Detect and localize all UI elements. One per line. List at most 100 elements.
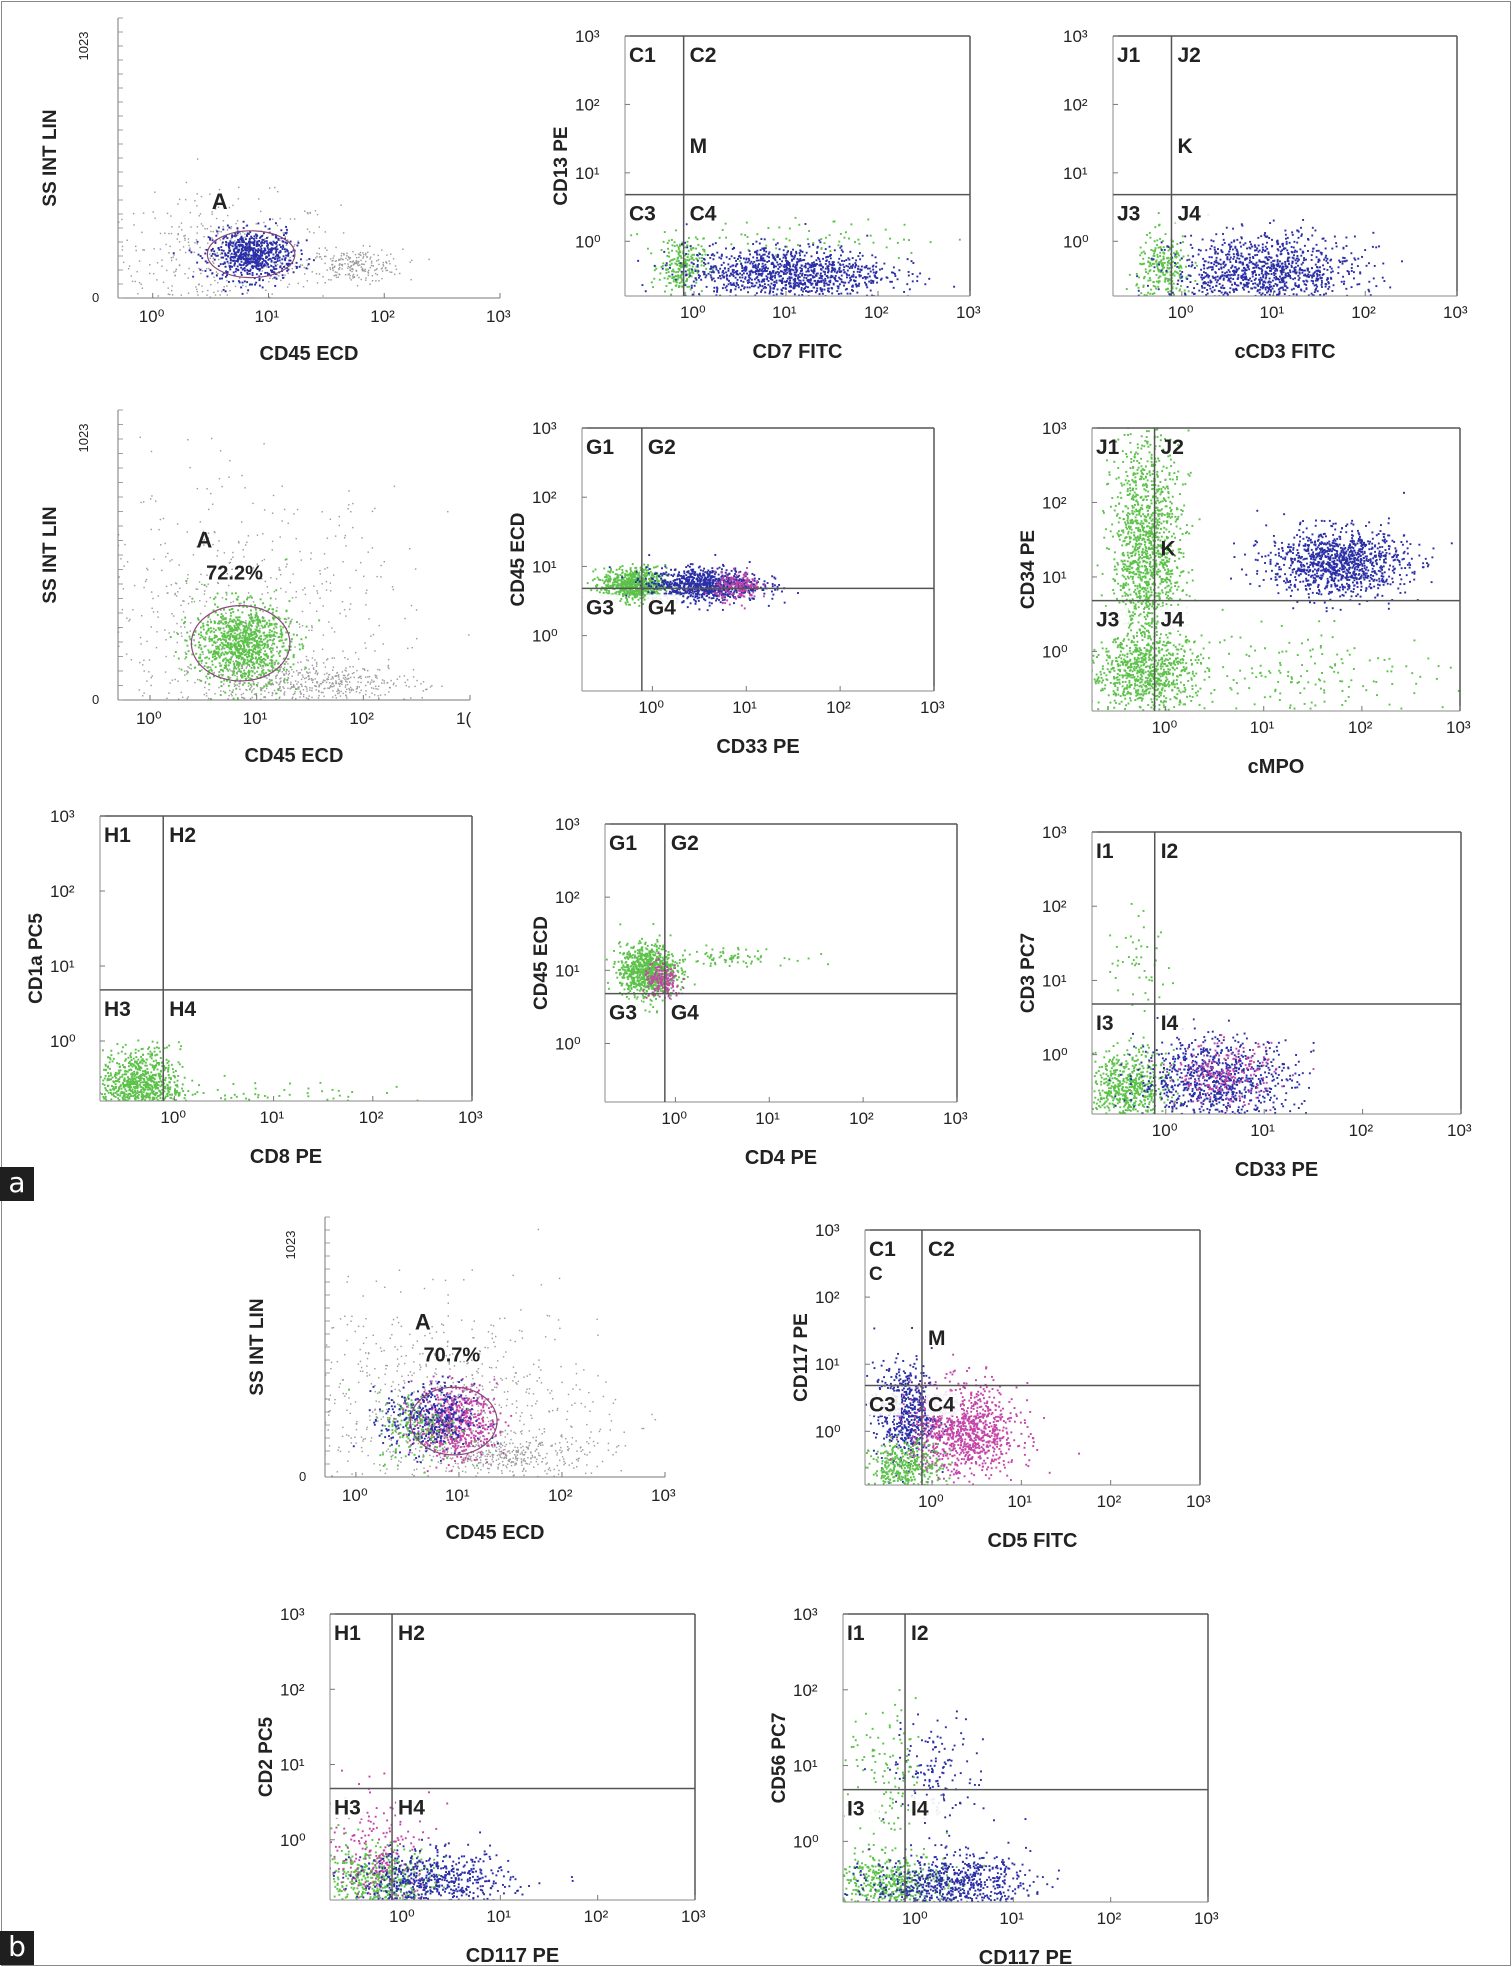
event-point [196, 288, 198, 291]
event-point [296, 244, 299, 247]
event-point [221, 485, 223, 488]
event-point [271, 247, 274, 250]
event-point [840, 259, 843, 262]
event-point [345, 670, 347, 672]
event-point [692, 259, 695, 261]
event-point [344, 534, 347, 537]
event-point [843, 266, 846, 269]
event-point [1181, 271, 1184, 273]
event-point [97, 794, 98, 795]
event-point [238, 245, 241, 248]
event-point [1219, 258, 1222, 261]
event-point [745, 268, 748, 271]
event-point [175, 268, 178, 271]
event-point [1291, 256, 1294, 259]
event-point [1267, 258, 1270, 261]
event-point [215, 271, 218, 273]
event-point [122, 261, 125, 264]
event-point [273, 276, 276, 279]
event-point [847, 257, 850, 260]
event-point [1263, 261, 1266, 264]
event-point [1322, 264, 1325, 267]
event-point [1238, 301, 1240, 303]
event-point [792, 269, 795, 272]
event-point [785, 268, 788, 271]
event-point [107, 259, 108, 260]
event-point [1342, 275, 1345, 278]
event-point [293, 686, 296, 688]
event-point [228, 266, 231, 269]
event-point [325, 589, 328, 591]
event-point [195, 588, 197, 590]
event-point [696, 265, 699, 268]
event-point [249, 665, 251, 668]
event-point [1268, 300, 1270, 302]
event-point [1149, 261, 1152, 264]
event-point [1287, 256, 1290, 259]
event-point [711, 253, 714, 256]
event-point [674, 275, 677, 278]
event-point [1285, 281, 1288, 284]
event-point [1200, 276, 1203, 279]
event-point [672, 268, 675, 271]
event-point [247, 592, 250, 594]
event-point [1327, 281, 1330, 283]
event-point [667, 271, 670, 274]
event-point [1159, 251, 1162, 254]
event-point [349, 269, 351, 271]
event-point [185, 582, 188, 584]
event-point [1244, 269, 1247, 272]
x-tick-label: 10³ [1443, 303, 1468, 322]
event-point [225, 254, 228, 257]
event-point [1203, 286, 1206, 289]
event-point [382, 643, 384, 645]
event-point [219, 294, 221, 296]
event-point [212, 570, 214, 572]
event-point [845, 259, 848, 262]
event-point [277, 254, 280, 257]
event-point [1229, 256, 1232, 259]
event-point [1206, 267, 1209, 270]
event-point [1295, 272, 1298, 275]
event-point [1317, 261, 1320, 263]
event-point [1226, 256, 1229, 259]
event-point [225, 758, 226, 759]
event-point [232, 280, 235, 283]
event-point [736, 258, 739, 261]
event-point [1261, 246, 1264, 249]
event-point [1262, 260, 1265, 263]
event-point [217, 281, 219, 284]
event-point [1190, 234, 1193, 237]
event-point [227, 246, 230, 248]
event-point [122, 754, 123, 755]
event-point [293, 218, 296, 220]
event-point [352, 263, 355, 266]
event-point [301, 264, 304, 266]
event-point [1232, 274, 1235, 277]
event-point [1264, 272, 1267, 275]
event-point [249, 268, 252, 271]
event-point [1346, 270, 1349, 273]
event-point [188, 244, 190, 247]
event-point [196, 240, 199, 243]
event-point [1320, 276, 1323, 279]
event-point [1171, 286, 1174, 289]
event-point [182, 610, 185, 613]
event-point [182, 735, 183, 736]
event-point [256, 249, 259, 252]
event-point [1143, 277, 1145, 280]
event-point [814, 301, 816, 303]
event-point [1299, 248, 1302, 251]
event-point [788, 262, 791, 264]
event-point [248, 253, 250, 256]
event-point [659, 272, 662, 275]
x-tick-label: 10³ [486, 307, 511, 326]
event-point [333, 731, 334, 732]
event-point [374, 674, 376, 677]
event-point [1157, 270, 1160, 273]
event-point [232, 689, 234, 691]
event-point [1237, 254, 1240, 257]
event-point [757, 273, 760, 276]
event-point [1304, 273, 1307, 276]
event-point [824, 267, 827, 270]
